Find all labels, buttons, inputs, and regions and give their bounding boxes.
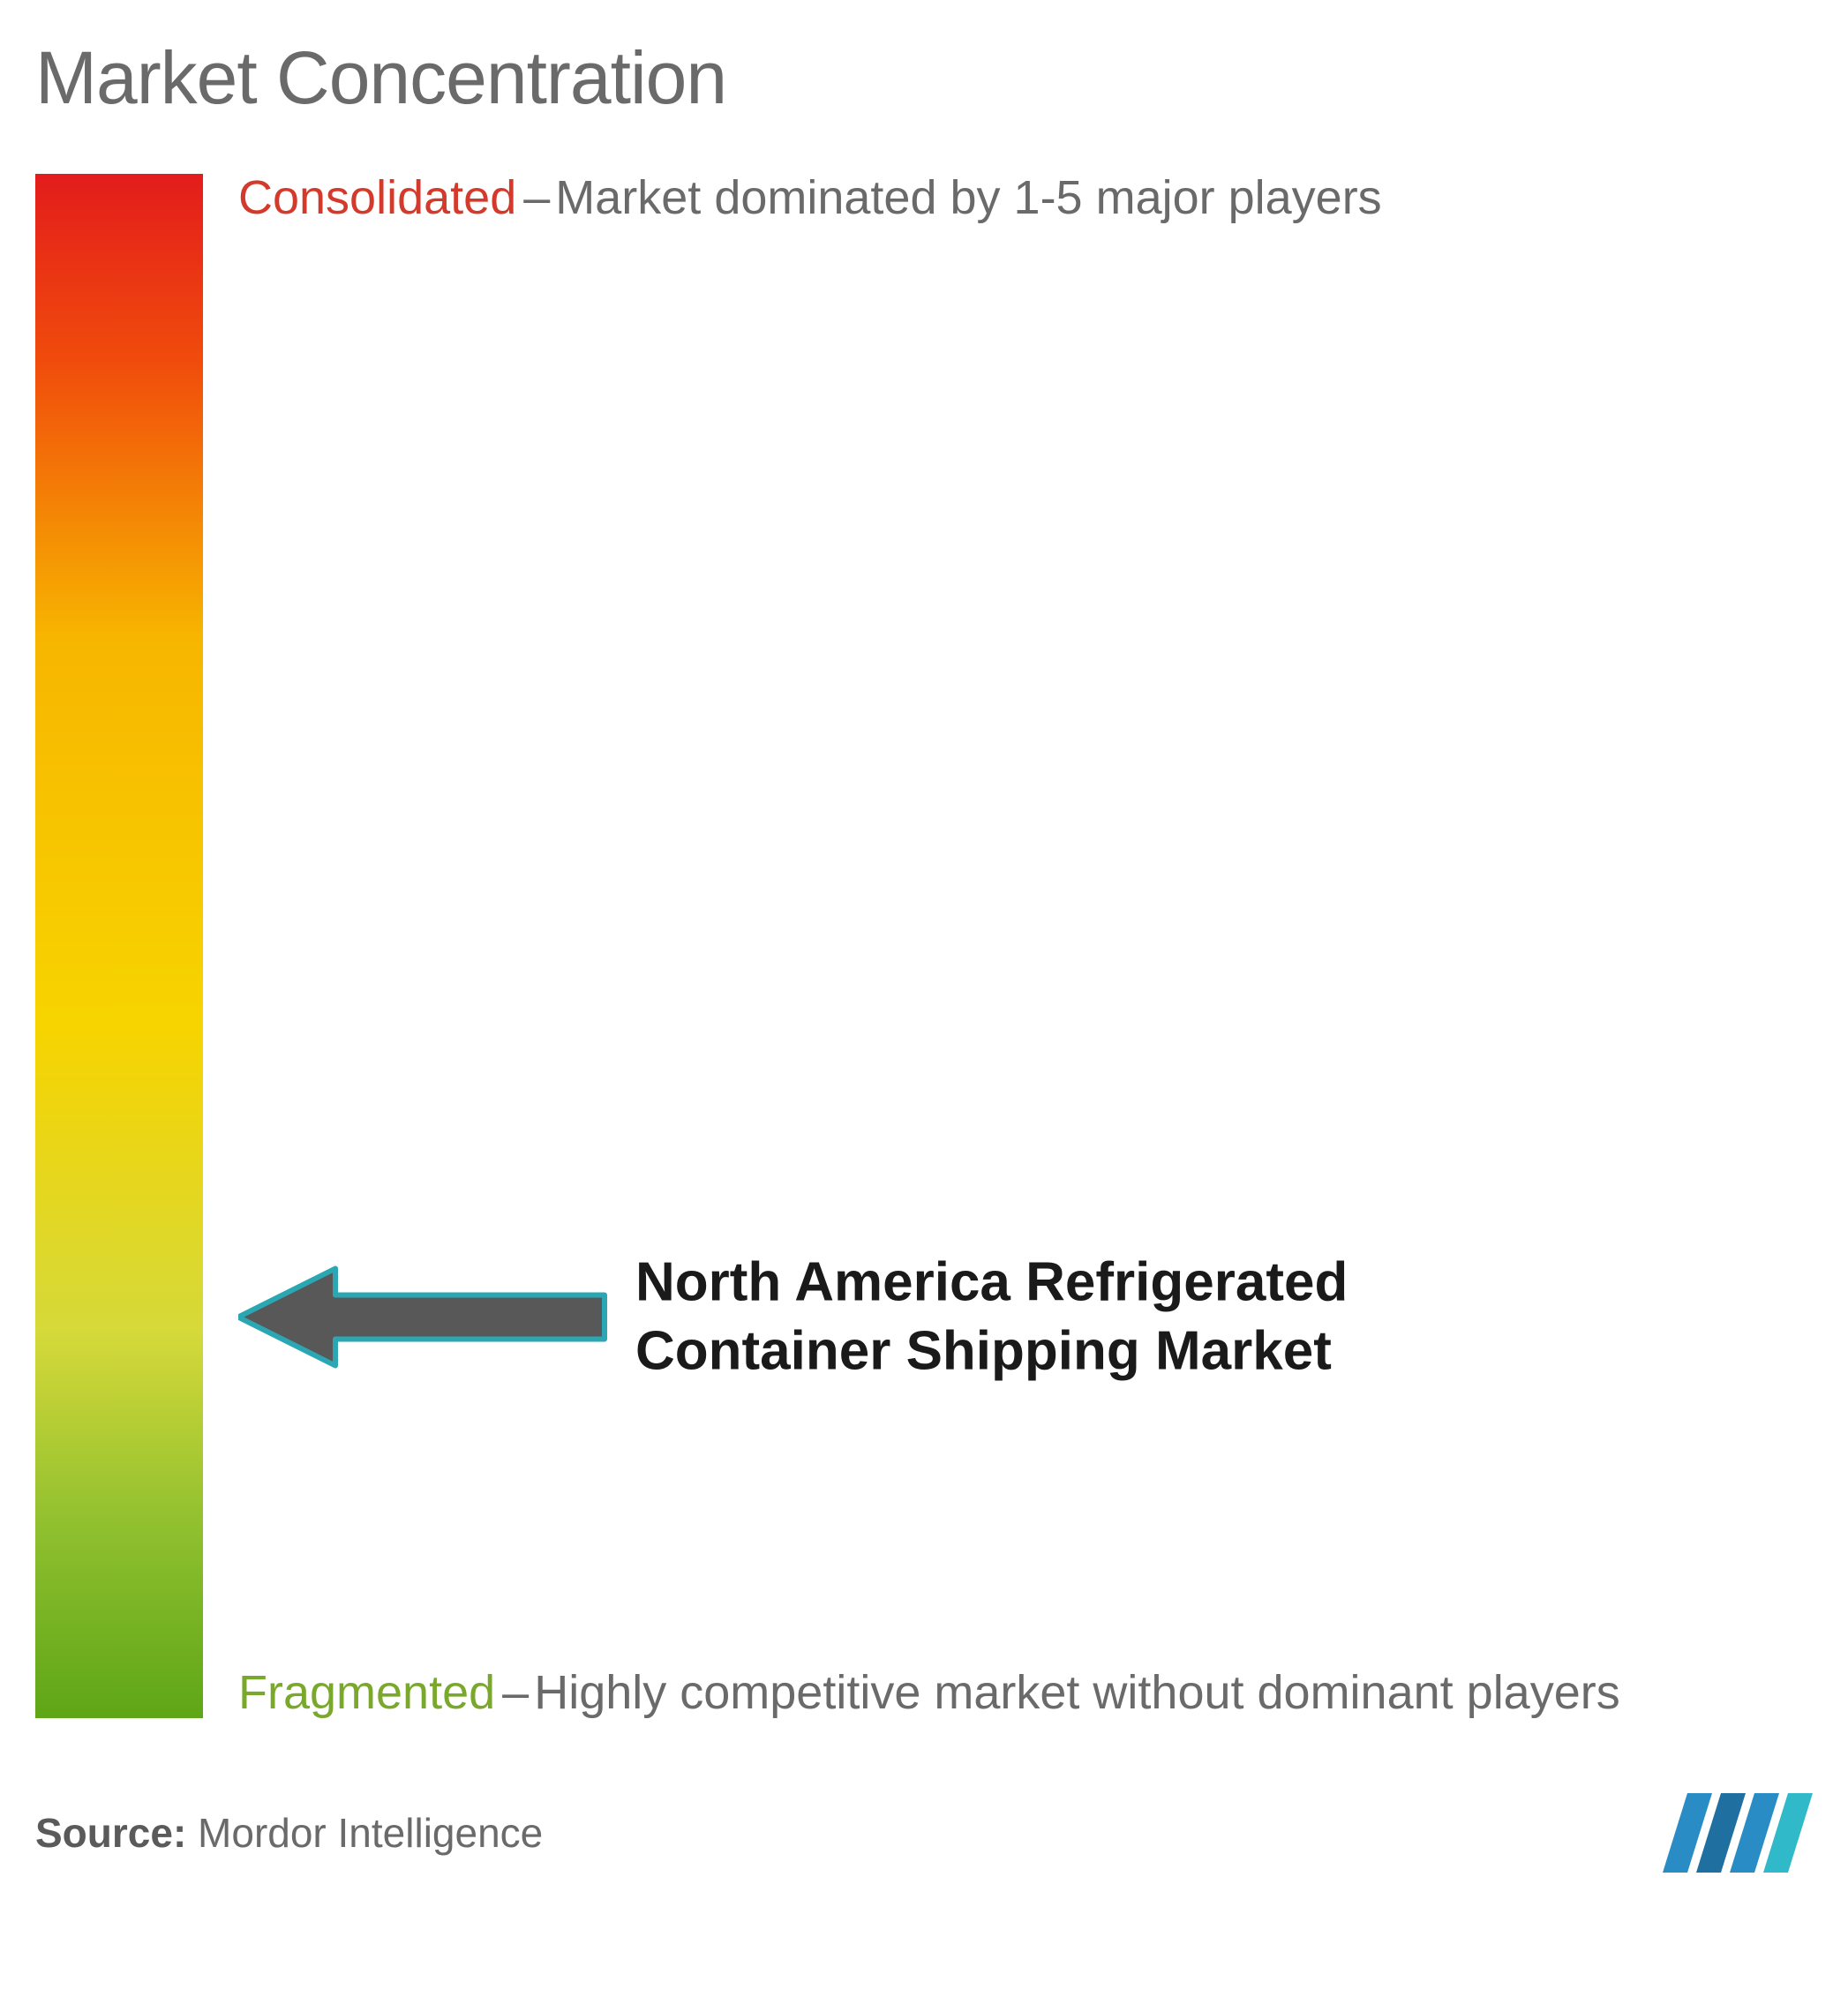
footer: Source: Mordor Intelligence: [35, 1789, 1813, 1877]
chart-area: Consolidated– Market dominated by 1-5 ma…: [35, 174, 1813, 1718]
consolidated-keyword: Consolidated: [238, 165, 516, 232]
source-value: Mordor Intelligence: [198, 1810, 543, 1856]
consolidated-label-row: Consolidated– Market dominated by 1-5 ma…: [238, 165, 1813, 232]
market-pointer: North America Refrigerated Container Shi…: [238, 1249, 1447, 1385]
logo-icon: [1663, 1789, 1813, 1877]
dash: –: [523, 165, 550, 232]
fragmented-keyword: Fragmented: [238, 1660, 495, 1727]
arrow-left-icon: [238, 1264, 609, 1370]
labels-area: Consolidated– Market dominated by 1-5 ma…: [238, 174, 1813, 1718]
consolidated-desc: Market dominated by 1-5 major players: [555, 165, 1381, 232]
source-attribution: Source: Mordor Intelligence: [35, 1809, 543, 1857]
mordor-logo: [1663, 1789, 1813, 1877]
market-name: North America Refrigerated Container Shi…: [635, 1249, 1447, 1385]
concentration-gradient-bar: [35, 174, 203, 1718]
dash: –: [502, 1660, 529, 1727]
fragmented-label-row: Fragmented – Highly competitive market w…: [238, 1660, 1813, 1727]
fragmented-desc: Highly competitive market without domina…: [534, 1660, 1620, 1727]
source-label: Source:: [35, 1810, 186, 1856]
market-concentration-infographic: Market Concentration Consolidated– Marke…: [35, 35, 1813, 1877]
page-title: Market Concentration: [35, 35, 1813, 121]
